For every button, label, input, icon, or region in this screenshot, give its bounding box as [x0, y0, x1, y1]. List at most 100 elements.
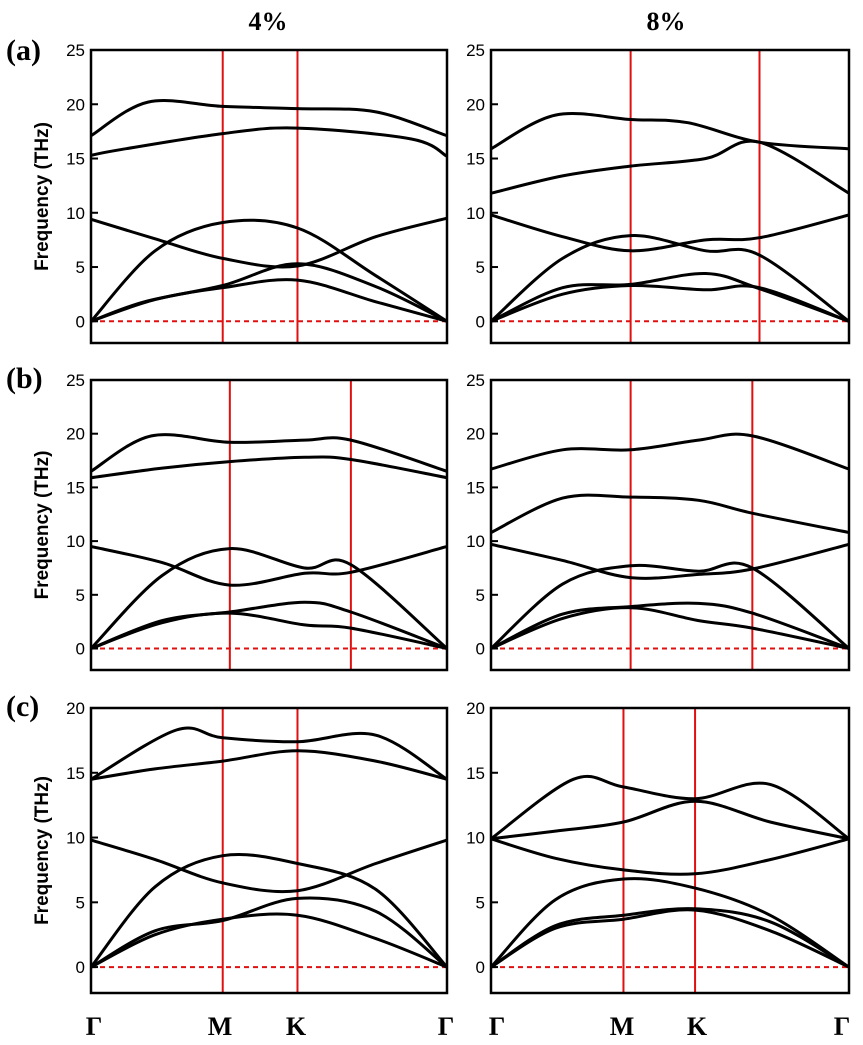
y-tick-label-15-b-8: 15 — [466, 478, 485, 497]
band-1-a-8 — [491, 271, 849, 323]
band-1-a-4 — [91, 262, 447, 323]
y-axis-label-b-4: Frequency (THz) — [32, 451, 53, 600]
y-tick-label-20-b-4: 20 — [66, 425, 85, 444]
panel-a-8: 0 5 10 15 20 25 — [466, 41, 851, 345]
y-tick-label-20-c-8: 20 — [466, 699, 485, 718]
y-tick-label-5-c-4: 5 — [76, 893, 85, 912]
band-5-b-4 — [91, 455, 447, 480]
y-tick-label-0-c-8: 0 — [476, 958, 485, 977]
band-2-c-4 — [91, 912, 447, 969]
y-tick-label-15-c-4: 15 — [66, 764, 85, 783]
x-label-gamma-right-col2: Γ — [834, 1012, 851, 1041]
band-2-b-8 — [491, 606, 849, 650]
frame-a-8 — [489, 48, 851, 345]
band-5-a-4 — [91, 126, 447, 158]
band-4-a-8 — [491, 213, 849, 253]
band-1-c-8 — [491, 907, 849, 969]
y-tick-label-0-b-4: 0 — [76, 640, 85, 659]
band-6-c-4 — [91, 726, 447, 781]
band-2-b-4 — [91, 611, 447, 650]
y-tick-label-15-b-4: 15 — [66, 478, 85, 497]
column-title-4pct: 4% — [249, 7, 288, 36]
bands-b-4 — [91, 433, 447, 650]
frame-b-8 — [489, 378, 851, 672]
band-5-c-8 — [491, 799, 849, 841]
x-label-gamma-left-col2: Γ — [489, 1012, 506, 1041]
band-1-b-4 — [91, 600, 447, 650]
y-axis-label-a-4: Frequency (THz) — [32, 122, 53, 271]
band-6-b-8 — [491, 432, 849, 471]
y-tick-label-5-b-8: 5 — [476, 586, 485, 605]
y-tick-label-5-a-4: 5 — [76, 258, 85, 277]
band-5-a-8 — [491, 139, 849, 195]
y-tick-label-5-b-4: 5 — [76, 586, 85, 605]
x-label-k-col1: K — [286, 1012, 307, 1041]
panel-c-4: 0 5 10 15 20 Frequency (THz) — [32, 699, 449, 995]
y-tick-label-0-c-4: 0 — [76, 958, 85, 977]
y-tick-label-5-a-8: 5 — [476, 258, 485, 277]
panels-group: 0 5 10 15 20 25 Frequency (THz) 0 5 10 15 20 25 0 5 10 1… — [32, 41, 851, 995]
band-6-b-4 — [91, 433, 447, 473]
bands-c-8 — [491, 774, 849, 969]
band-3-b-4 — [91, 547, 447, 650]
y-tick-label-0-b-8: 0 — [476, 640, 485, 659]
y-tick-label-10-b-4: 10 — [66, 532, 85, 551]
y-tick-label-20-c-4: 20 — [66, 699, 85, 718]
y-tick-label-25-a-8: 25 — [466, 41, 485, 60]
band-6-a-8 — [491, 112, 849, 151]
bands-a-8 — [491, 112, 849, 323]
bands-a-4 — [91, 99, 447, 323]
band-4-c-8 — [491, 837, 849, 876]
band-2-a-8 — [491, 283, 849, 323]
band-4-b-4 — [91, 545, 447, 587]
bands-c-4 — [91, 726, 447, 969]
band-6-a-4 — [91, 99, 447, 138]
y-tick-label-15-a-4: 15 — [66, 150, 85, 169]
y-tick-label-5-c-8: 5 — [476, 893, 485, 912]
band-3-a-4 — [91, 218, 447, 323]
y-tick-label-0-a-8: 0 — [476, 312, 485, 331]
band-3-b-8 — [491, 561, 849, 650]
panel-a-4: 0 5 10 15 20 25 Frequency (THz) — [32, 41, 449, 345]
y-tick-label-10-a-4: 10 — [66, 204, 85, 223]
y-axis-label-c-4: Frequency (THz) — [32, 776, 53, 925]
y-tick-label-25-b-4: 25 — [66, 371, 85, 390]
y-tick-label-10-b-8: 10 — [466, 532, 485, 551]
y-tick-label-25-b-8: 25 — [466, 371, 485, 390]
band-5-b-8 — [491, 493, 849, 534]
x-label-m-col2: M — [610, 1012, 635, 1041]
y-tick-label-20-a-4: 20 — [66, 95, 85, 114]
y-tick-label-10-a-8: 10 — [466, 204, 485, 223]
x-label-m-col1: M — [208, 1012, 233, 1041]
bands-b-8 — [491, 432, 849, 650]
row-label-c: (c) — [6, 690, 39, 723]
band-5-c-4 — [91, 749, 447, 781]
frame-b-4 — [89, 378, 449, 672]
y-tick-label-15-c-8: 15 — [466, 764, 485, 783]
row-label-b: (b) — [6, 362, 43, 395]
y-tick-label-0-a-4: 0 — [76, 312, 85, 331]
x-label-gamma-left-col1: Γ — [86, 1012, 103, 1041]
y-tick-label-20-a-8: 20 — [466, 95, 485, 114]
frame-c-8 — [489, 706, 851, 995]
y-tick-label-10-c-4: 10 — [66, 829, 85, 848]
panel-b-4: 0 5 10 15 20 25 Frequency (THz) — [32, 371, 449, 672]
band-3-c-4 — [91, 852, 447, 969]
frame-c-4 — [89, 706, 449, 995]
band-4-c-4 — [91, 838, 447, 894]
band-2-a-4 — [91, 278, 447, 323]
band-3-c-8 — [491, 877, 849, 969]
panel-c-8: 0 5 10 15 20 — [466, 699, 851, 995]
band-2-c-8 — [491, 908, 849, 969]
x-label-k-col2: K — [687, 1012, 708, 1041]
y-tick-label-20-b-8: 20 — [466, 425, 485, 444]
band-4-b-8 — [491, 542, 849, 580]
y-tick-label-10-c-8: 10 — [466, 829, 485, 848]
band-4-a-4 — [91, 216, 447, 269]
y-tick-label-25-a-4: 25 — [66, 41, 85, 60]
band-3-a-8 — [491, 234, 849, 323]
band-1-b-8 — [491, 601, 849, 650]
y-tick-label-15-a-8: 15 — [466, 150, 485, 169]
x-label-gamma-right-col1: Γ — [438, 1012, 455, 1041]
